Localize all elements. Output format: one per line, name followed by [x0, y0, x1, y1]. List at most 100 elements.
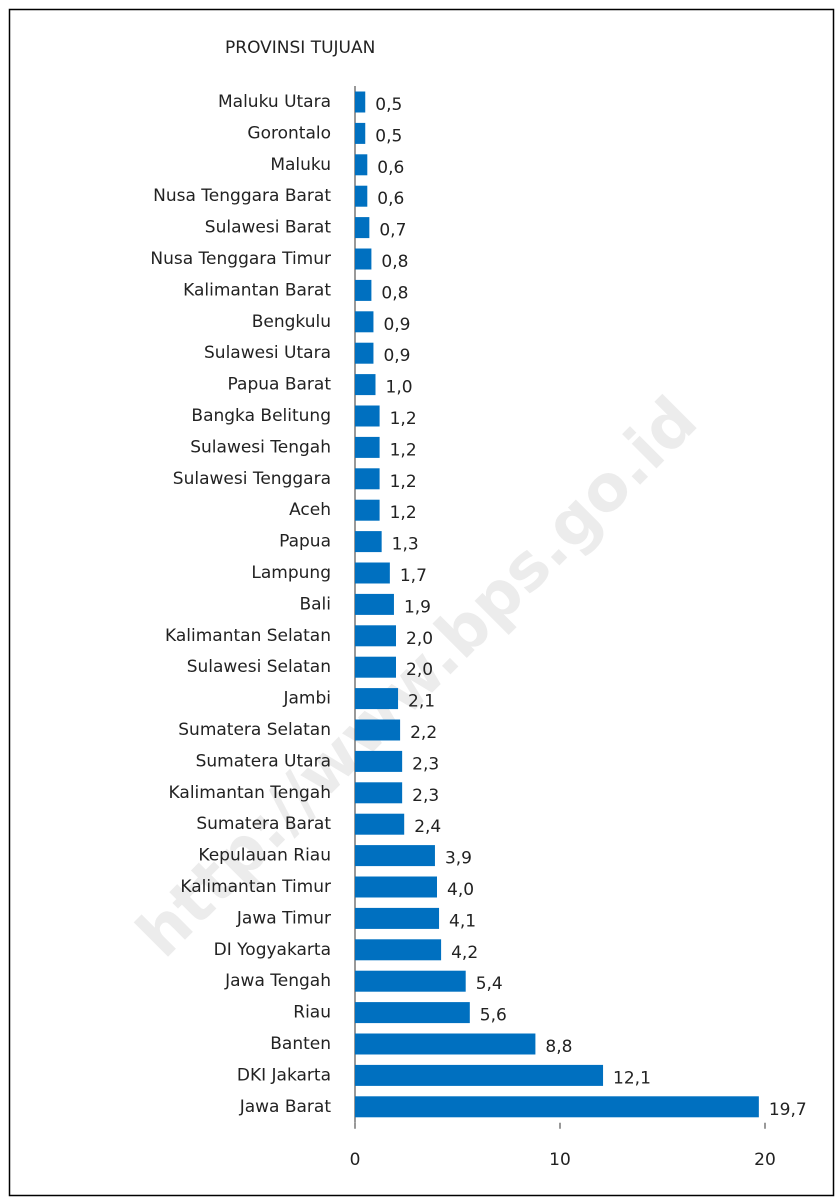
y-tick-label: Papua: [279, 532, 331, 552]
value-label: 1,9: [404, 597, 431, 617]
y-tick-label: Banten: [270, 1034, 331, 1054]
bar: [355, 499, 380, 521]
value-label: 4,0: [447, 880, 474, 900]
value-label: 3,9: [445, 849, 472, 869]
bar: [355, 1002, 470, 1024]
bar: [355, 248, 372, 270]
bar: [355, 405, 380, 427]
bar: [355, 1096, 759, 1118]
bar: [355, 279, 372, 301]
bar: [355, 1033, 536, 1055]
bar: [355, 436, 380, 458]
bar: [355, 719, 401, 741]
bar: [355, 217, 370, 239]
x-tick-label: 10: [549, 1150, 571, 1170]
value-label: 2,4: [414, 817, 441, 837]
bar: [355, 656, 396, 678]
y-tick-label: Jambi: [282, 689, 331, 709]
frame: [8, 8, 835, 1197]
value-label: 1,2: [390, 472, 417, 492]
value-label: 2,0: [406, 629, 433, 649]
y-tick-label: Sumatera Barat: [196, 814, 331, 834]
y-tick-label: Kalimantan Selatan: [165, 626, 331, 646]
bar: [355, 970, 466, 992]
value-label: 4,1: [449, 911, 476, 931]
value-label: 5,4: [476, 974, 503, 994]
value-label: 0,9: [383, 315, 410, 335]
value-label: 19,7: [769, 1100, 807, 1120]
x-tick-label: 20: [754, 1150, 776, 1170]
y-tick-label: Bengkulu: [252, 312, 331, 332]
value-label: 2,3: [412, 786, 439, 806]
value-label: 1,7: [400, 566, 427, 586]
y-tick-label: DI Yogyakarta: [214, 940, 331, 960]
y-tick-label: Kalimantan Tengah: [169, 783, 331, 803]
bar: [355, 1064, 604, 1086]
y-tick-label: Nusa Tenggara Timur: [150, 249, 331, 269]
bar: [355, 374, 376, 396]
y-tick-label: Kalimantan Timur: [180, 877, 331, 897]
y-tick-label: DKI Jakarta: [237, 1065, 331, 1085]
value-label: 0,7: [379, 221, 406, 241]
value-label: 0,6: [377, 158, 404, 178]
y-tick-label: Maluku Utara: [218, 92, 331, 112]
y-tick-label: Nusa Tenggara Barat: [153, 186, 331, 206]
y-tick-label: Gorontalo: [247, 123, 331, 143]
y-tick-label: Maluku: [270, 155, 331, 175]
y-tick-label: Bali: [299, 594, 331, 614]
bar: [355, 625, 396, 647]
y-tick-label: Kepulauan Riau: [198, 846, 331, 866]
y-tick-label: Lampung: [251, 563, 331, 583]
y-tick-label: Sumatera Utara: [196, 751, 331, 771]
bar: [355, 154, 368, 176]
value-label: 1,2: [390, 409, 417, 429]
value-label: 0,5: [375, 95, 402, 115]
bar: [355, 468, 380, 490]
y-tick-label: Kalimantan Barat: [183, 280, 331, 300]
bar: [355, 845, 435, 867]
y-tick-label: Riau: [293, 1003, 331, 1023]
bar: [355, 688, 399, 710]
bar: [355, 531, 382, 553]
value-label: 4,2: [451, 943, 478, 963]
value-label: 2,1: [408, 692, 435, 712]
y-tick-label: Aceh: [289, 500, 331, 520]
y-tick-label: Sulawesi Tenggara: [173, 469, 331, 489]
bar: [355, 185, 368, 207]
bar: [355, 750, 403, 772]
y-tick-label: Sulawesi Tengah: [190, 437, 331, 457]
y-tick-label: Bangka Belitung: [191, 406, 331, 426]
y-tick-label: Sumatera Selatan: [178, 720, 331, 740]
value-label: 1,0: [386, 378, 413, 398]
y-tick-label: Sulawesi Barat: [205, 218, 332, 238]
bar: [355, 593, 394, 615]
value-label: 1,2: [390, 440, 417, 460]
y-tick-label: Jawa Tengah: [224, 971, 331, 991]
value-label: 1,3: [392, 535, 419, 555]
bar: [355, 876, 437, 898]
bar: [355, 91, 366, 113]
value-label: 0,8: [381, 283, 408, 303]
bar: [355, 342, 374, 364]
y-tick-label: Jawa Timur: [236, 908, 331, 928]
bar: [355, 939, 442, 961]
value-label: 0,9: [383, 346, 410, 366]
y-tick-label: Papua Barat: [228, 375, 332, 395]
bar: [355, 562, 390, 584]
bar: [355, 813, 405, 835]
value-label: 0,6: [377, 189, 404, 209]
y-tick-label: Sulawesi Utara: [204, 343, 331, 363]
bar: [355, 311, 374, 333]
value-label: 5,6: [480, 1006, 507, 1026]
value-label: 2,2: [410, 723, 437, 743]
bar: [355, 907, 440, 929]
value-label: 2,3: [412, 754, 439, 774]
value-label: 8,8: [545, 1037, 572, 1057]
bar: [355, 122, 366, 144]
chart-title: PROVINSI TUJUAN: [225, 38, 375, 58]
y-tick-label: Jawa Barat: [239, 1097, 332, 1117]
value-label: 0,8: [381, 252, 408, 272]
x-tick-label: 0: [350, 1150, 361, 1170]
